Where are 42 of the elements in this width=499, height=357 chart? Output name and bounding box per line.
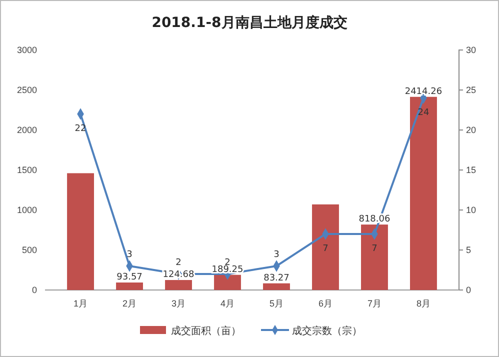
data-label: 7	[322, 244, 328, 254]
y2-tick-label: 25	[466, 84, 476, 95]
y-tick-label: 1000	[16, 204, 37, 215]
y-tick-label: 2000	[16, 124, 37, 135]
x-tick-label: 5月	[269, 298, 284, 308]
bar	[67, 173, 94, 290]
x-tick-label: 3月	[172, 298, 186, 308]
y-tick-label: 1500	[16, 164, 37, 175]
legend-label: 成交面积（亩）	[171, 325, 241, 337]
bar	[410, 96, 437, 290]
data-label: 189.25	[212, 264, 244, 275]
y-tick-label: 500	[22, 244, 37, 255]
y2-tick-label: 5	[466, 244, 472, 255]
x-tick-label: 6月	[318, 298, 332, 308]
x-tick-label: 7月	[367, 298, 382, 308]
legend-label: 成交宗数（宗）	[292, 325, 362, 337]
y2-tick-label: 20	[466, 124, 476, 135]
data-label: 2	[176, 258, 182, 268]
data-label: 2414.26	[404, 86, 442, 97]
x-tick-label: 8月	[416, 298, 430, 308]
data-label: 93.57	[116, 272, 142, 283]
bar	[312, 204, 339, 290]
bar	[214, 274, 241, 290]
y-tick-label: 3000	[16, 44, 37, 55]
y-tick-label: 0	[32, 284, 37, 295]
bar	[165, 280, 192, 290]
y2-tick-label: 0	[466, 284, 472, 295]
x-tick-label: 4月	[220, 298, 235, 308]
chart-title: 2018.1-8月南昌土地月度成交	[152, 14, 348, 31]
y-tick-label: 2500	[16, 84, 37, 95]
data-label: 7	[372, 244, 378, 254]
data-label: 3	[274, 250, 280, 260]
bar	[263, 283, 290, 290]
data-label: 3	[126, 250, 132, 260]
bar	[361, 224, 388, 290]
bar	[116, 282, 143, 290]
y2-tick-label: 30	[466, 44, 476, 55]
data-label: 83.27	[264, 273, 290, 284]
x-tick-label: 1月	[74, 298, 88, 308]
y2-tick-label: 15	[466, 164, 476, 175]
x-tick-label: 2月	[122, 298, 137, 308]
y2-tick-label: 10	[466, 204, 476, 215]
